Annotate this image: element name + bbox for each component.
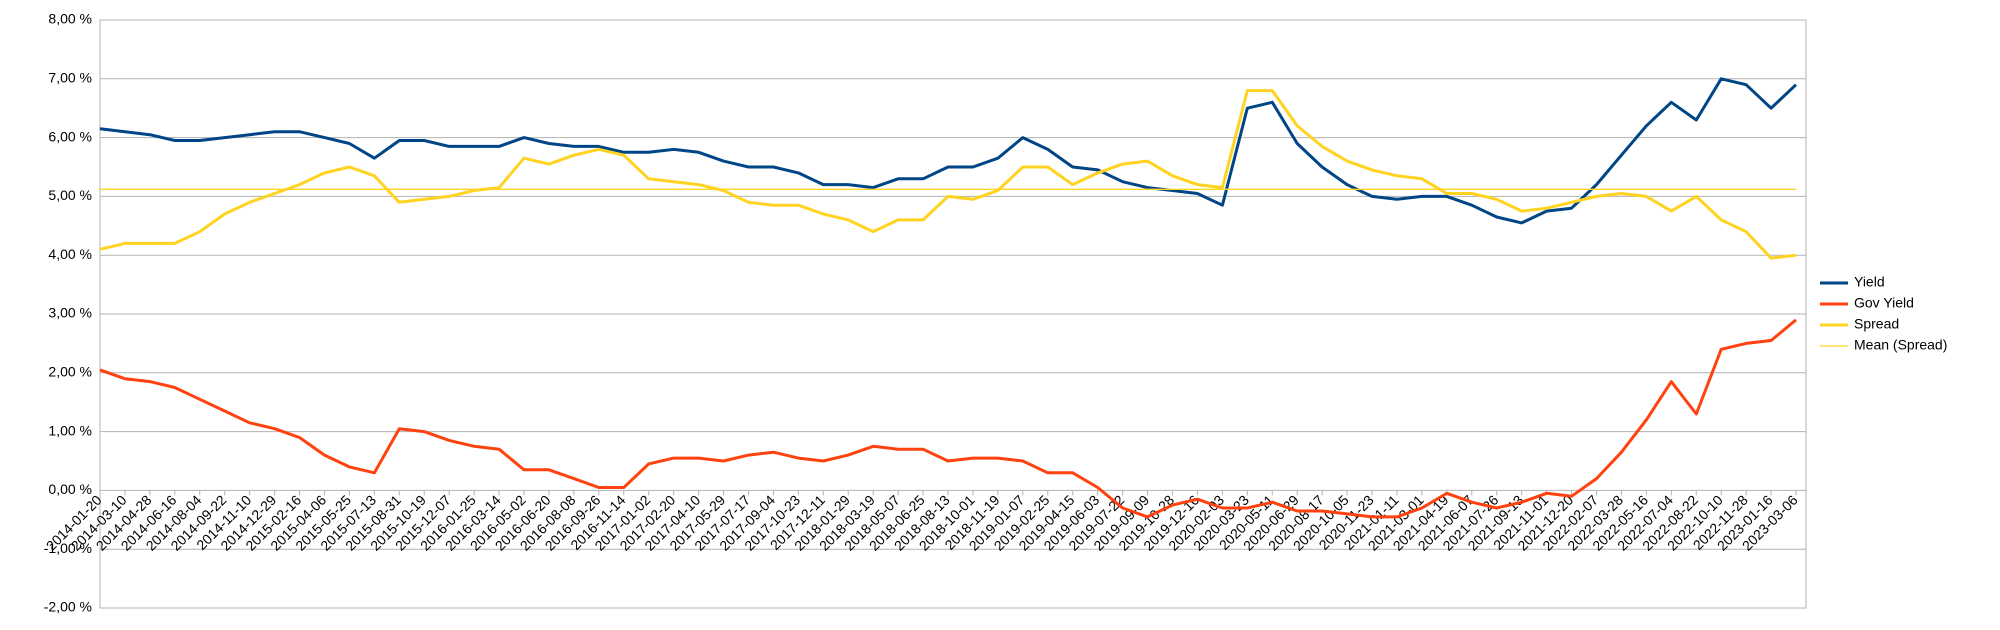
legend-label: Spread: [1854, 316, 1899, 332]
y-tick-label: 1,00 %: [48, 422, 92, 438]
y-tick-label: 0,00 %: [48, 481, 92, 497]
plot-border: [99, 19, 1807, 609]
y-tick-label: -2,00 %: [44, 599, 92, 615]
y-tick-label: 4,00 %: [48, 246, 92, 262]
y-tick-label: 8,00 %: [48, 11, 92, 27]
series-line: [99, 89, 1797, 260]
legend-label: Mean (Spread): [1854, 337, 1947, 353]
y-tick-label: 2,00 %: [48, 364, 92, 380]
y-tick-label: -1,00 %: [44, 540, 92, 556]
y-tick-label: 5,00 %: [48, 187, 92, 203]
series-line: [99, 77, 1798, 225]
series-line: [99, 318, 1797, 519]
y-tick-label: 3,00 %: [48, 305, 92, 321]
legend-label: Yield: [1854, 274, 1885, 290]
y-tick-label: 6,00 %: [48, 128, 92, 144]
legend-label: Gov Yield: [1854, 295, 1914, 311]
y-tick-label: 7,00 %: [48, 70, 92, 86]
